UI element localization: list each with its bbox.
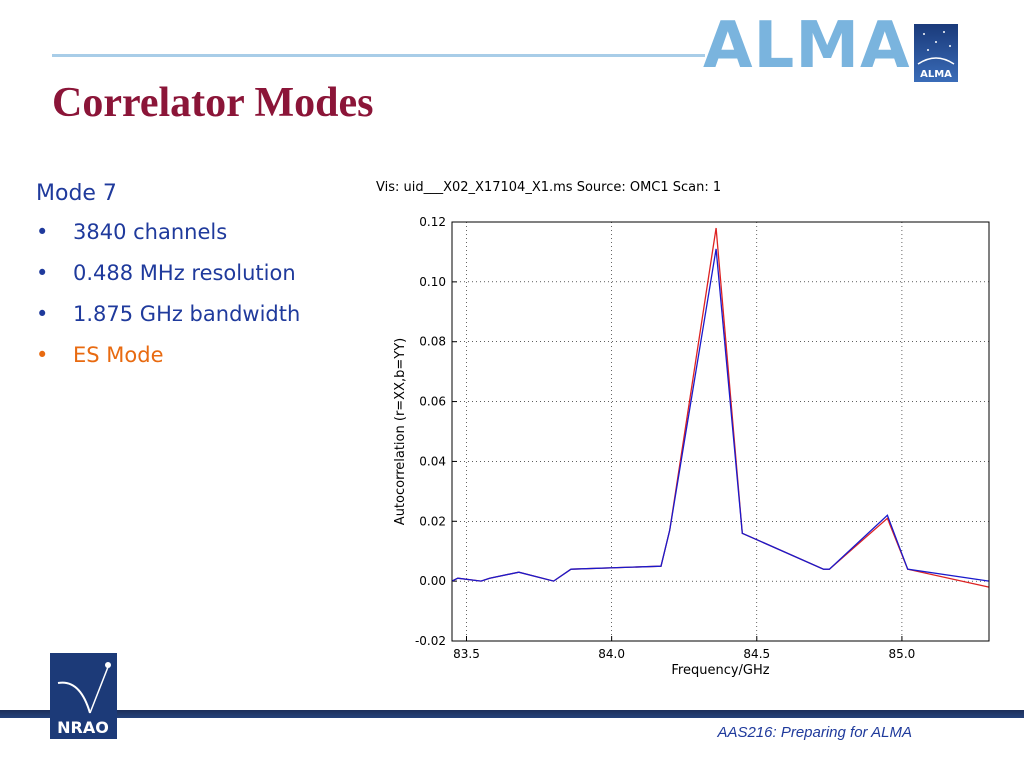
chart-title: Vis: uid___X02_X17104_X1.ms Source: OMC1… [376,180,721,195]
bullet-item: • 1.875 GHz bandwidth [36,302,301,326]
y-tick-label: 0.08 [419,335,446,349]
autocorrelation-chart: Vis: uid___X02_X17104_X1.ms Source: OMC1… [376,180,990,678]
y-tick-label: 0.00 [419,574,446,588]
y-tick-label: 0.02 [419,514,446,528]
y-tick-label: 0.10 [419,275,446,289]
footer-bar [0,710,1024,718]
x-tick-label: 85.0 [889,647,916,661]
slide-title: Correlator Modes [52,80,374,126]
footer-text: AAS216: Preparing for ALMA [717,724,912,741]
bullet-item-highlight: • ES Mode [36,343,164,367]
x-tick-label: 84.0 [598,647,625,661]
x-axis-label: Frequency/GHz [671,663,769,678]
x-tick-label: 83.5 [453,647,480,661]
plot-frame [451,221,990,642]
y-tick-label: 0.12 [419,215,446,229]
bullet-item: • 0.488 MHz resolution [36,261,296,285]
y-tick-label: -0.02 [415,634,446,648]
y-tick-label: 0.04 [419,454,446,468]
bullet-item: • 3840 channels [36,220,228,244]
series-line-1 [451,248,990,582]
chart-lines [451,227,990,588]
alma-wordmark: ALMA [703,9,911,83]
y-tick-label: 0.06 [419,395,446,409]
chart-ticks: 83.5 84.0 84.5 85.0 -0.02 0.00 0.02 0.04 0.06 0.0… [415,215,915,661]
nrao-logo-label: NRAO [57,718,109,737]
bullet-list: Mode 7 • 3840 channels • 0.488 MHz resolut… [36,176,366,376]
alma-logo-label: ALMA [920,69,952,80]
mode-heading: Mode 7 [36,181,117,206]
y-axis-label: Autocorrelation (r=XX,b=YY) [393,338,408,525]
alma-logo-icon: ALMA [914,24,958,82]
x-tick-label: 84.5 [743,647,770,661]
nrao-logo-icon: NRAO [50,653,117,739]
header-rule [52,54,705,57]
